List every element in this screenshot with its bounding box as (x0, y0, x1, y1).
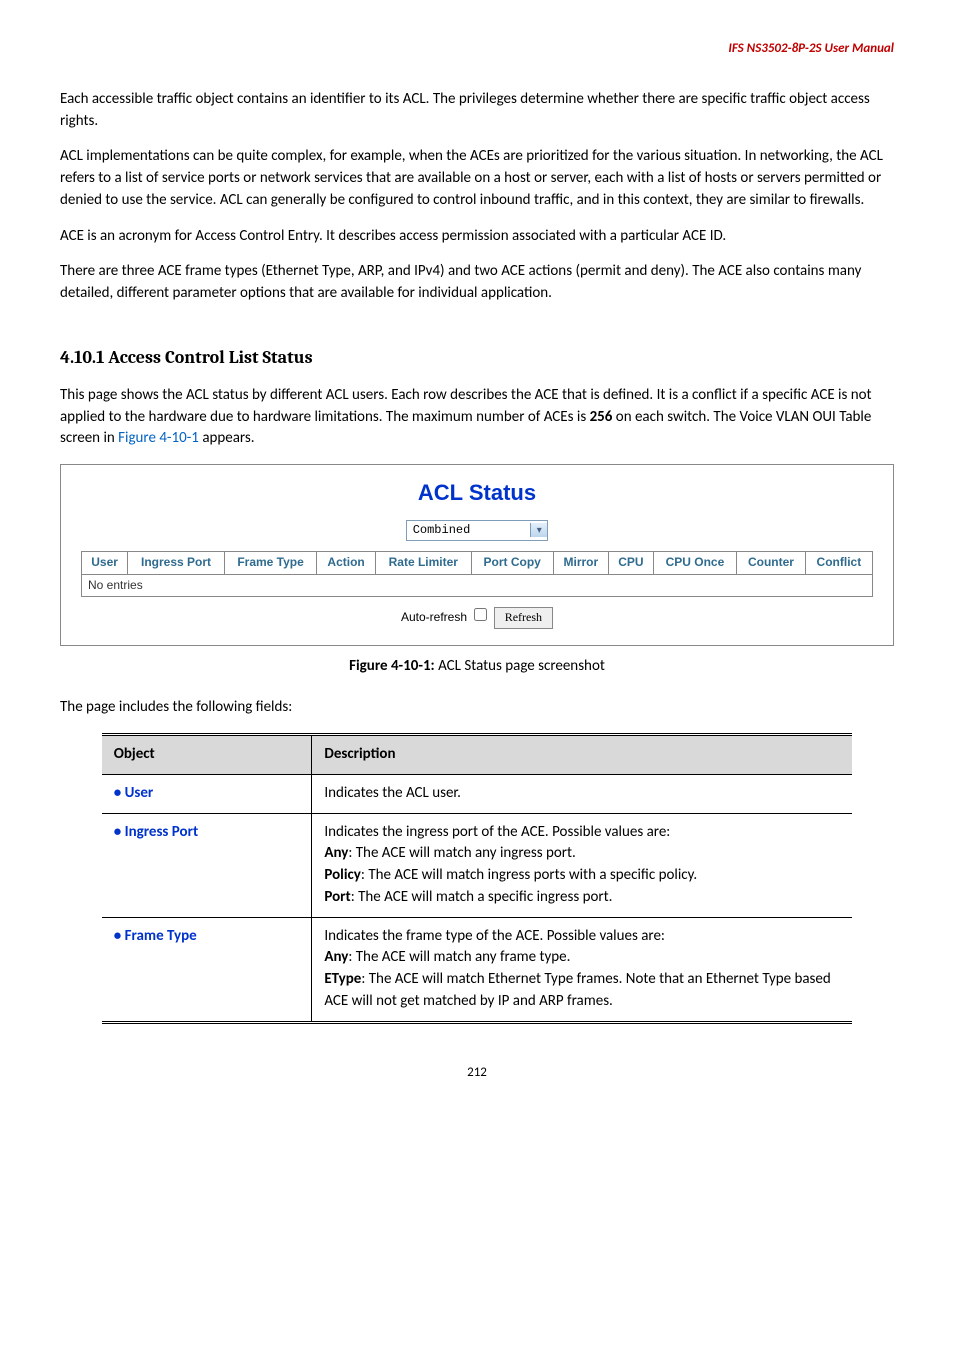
figure-caption: Figure 4-10-1: ACL Status page screensho… (60, 656, 894, 678)
description-cell: Indicates the ingress port of the ACE. P… (312, 813, 852, 917)
figure-caption-bold: Figure 4-10-1: (349, 657, 435, 675)
col-ingress-port: Ingress Port (128, 552, 225, 574)
object-cell: • User (102, 774, 312, 813)
object-cell: • Ingress Port (102, 813, 312, 917)
page-number: 212 (60, 1064, 894, 1083)
col-frame-type: Frame Type (224, 552, 316, 574)
col-rate-limiter: Rate Limiter (375, 552, 471, 574)
filter-combobox[interactable]: Combined▾ (406, 520, 549, 541)
col-port-copy: Port Copy (471, 552, 553, 574)
col-description: Description (312, 735, 852, 775)
col-mirror: Mirror (553, 552, 608, 574)
refresh-button[interactable]: Refresh (494, 607, 553, 628)
auto-refresh-checkbox[interactable] (474, 608, 487, 621)
acl-status-table: User Ingress Port Frame Type Action Rate… (81, 551, 873, 597)
table-row: • UserIndicates the ACL user. (102, 774, 853, 813)
col-counter: Counter (737, 552, 806, 574)
col-object: Object (102, 735, 312, 775)
object-cell: • Frame Type (102, 917, 312, 1022)
paragraph: ACL implementations can be quite complex… (60, 146, 894, 211)
table-header-row: User Ingress Port Frame Type Action Rate… (82, 552, 873, 574)
paragraph: Each accessible traffic object contains … (60, 89, 894, 133)
auto-refresh-label: Auto-refresh (401, 610, 467, 624)
section-intro: This page shows the ACL status by differ… (60, 385, 894, 450)
figure-caption-text: ACL Status page screenshot (435, 657, 605, 675)
description-cell: Indicates the frame type of the ACE. Pos… (312, 917, 852, 1022)
col-conflict: Conflict (805, 552, 872, 574)
table-row: No entries (82, 574, 873, 596)
combobox-value: Combined (407, 521, 531, 540)
acl-status-box: ACL Status Combined▾ User Ingress Port F… (60, 464, 894, 645)
acl-status-title: ACL Status (81, 477, 873, 509)
paragraph: There are three ACE frame types (Etherne… (60, 261, 894, 305)
fields-intro: The page includes the following fields: (60, 697, 894, 719)
figure-link: Figure 4-10-1 (118, 429, 199, 447)
ace-count: 256 (590, 408, 613, 426)
intro-text: appears. (199, 429, 255, 447)
fields-table: Object Description • UserIndicates the A… (102, 733, 853, 1024)
col-cpu: CPU (609, 552, 654, 574)
paragraph: ACE is an acronym for Access Control Ent… (60, 226, 894, 248)
description-cell: Indicates the ACL user. (312, 774, 852, 813)
col-cpu-once: CPU Once (653, 552, 736, 574)
table-row: • Ingress PortIndicates the ingress port… (102, 813, 853, 917)
refresh-controls: Auto-refresh Refresh (81, 605, 873, 628)
col-action: Action (317, 552, 376, 574)
table-row: • Frame TypeIndicates the frame type of … (102, 917, 853, 1022)
chevron-down-icon[interactable]: ▾ (530, 523, 547, 538)
page-header: IFS NS3502-8P-2S User Manual (60, 40, 894, 59)
section-heading: 4.10.1 Access Control List Status (60, 345, 894, 371)
col-user: User (82, 552, 128, 574)
no-entries-cell: No entries (82, 574, 873, 596)
